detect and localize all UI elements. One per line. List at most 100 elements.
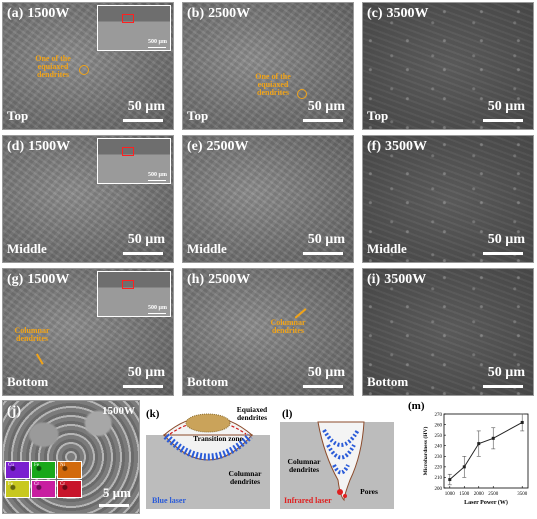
- scale-bar-label: 50 µm: [307, 232, 345, 247]
- annotation-text: One of the equiaxed dendrites: [255, 72, 291, 97]
- scale-bar: [123, 252, 163, 255]
- panel-letter: (c): [367, 6, 383, 21]
- panel-j-eds: (j) 1500W Cu Fe Ni Fe Cr Cr 5 µm: [2, 400, 140, 514]
- laser-text: Infrared laser: [284, 496, 332, 505]
- eds-map-cu: Cu: [5, 461, 30, 479]
- scale-bar-label: 50 µm: [487, 232, 525, 247]
- element-label: Fe: [8, 482, 13, 487]
- annotation-text: Columnar dendrites: [270, 318, 306, 335]
- sem-panel: (d) 1500W Middle 50 µm 500 µm: [2, 135, 174, 263]
- panel-letter: (g): [7, 272, 24, 287]
- panel-label: (l): [282, 408, 293, 420]
- inset-scale-label: 500 µm: [148, 172, 167, 178]
- x-tick-label: 1500: [459, 492, 470, 497]
- scale-bar: [303, 252, 343, 255]
- panel-label: (m): [408, 400, 425, 412]
- sem-panel: (b) 2500W Top 50 µm One of the equiaxed dend…: [182, 2, 354, 130]
- sem-panel: (i) 3500W Bottom 50 µm: [362, 268, 534, 396]
- pore: [337, 489, 343, 495]
- element-label: Fe: [34, 463, 39, 468]
- data-point: [448, 478, 452, 482]
- panel-letter: (d): [7, 139, 25, 154]
- keyhole-melt-pool: [317, 421, 365, 502]
- eds-map-ni: Ni: [57, 461, 82, 479]
- sem-panel: (c) 3500W Top 50 µm: [362, 2, 534, 130]
- scale-bar-label: 50 µm: [307, 99, 345, 114]
- columnar-text: Columnar dendrites: [228, 469, 262, 486]
- panel-label: (b) 2500W: [187, 6, 250, 22]
- eds-map-cr: Cr: [31, 480, 56, 498]
- annotation-text: Columnar dendrites: [14, 326, 50, 343]
- element-label: Cu: [8, 463, 14, 468]
- sem-panel: (e) 2500W Middle 50 µm: [182, 135, 354, 263]
- scale-bar-label: 50 µm: [307, 365, 345, 380]
- y-tick-label: 200: [435, 487, 443, 492]
- panel-label: (k): [146, 408, 160, 420]
- data-point: [477, 442, 481, 446]
- position-label: Top: [187, 108, 209, 123]
- inset-scale-label: 500 µm: [148, 305, 167, 311]
- power-label: 1500W: [28, 139, 71, 154]
- power-label: 2500W: [208, 272, 251, 287]
- x-tick-label: 2000: [474, 492, 485, 497]
- x-tick-label: 1000: [445, 492, 456, 497]
- annotation-arrow: [294, 308, 307, 319]
- panel-letter: (a): [7, 6, 24, 21]
- power-label: 3500W: [385, 139, 427, 154]
- annotation-circle: [79, 65, 89, 75]
- position-label: Middle: [187, 241, 227, 256]
- y-tick-label: 230: [435, 455, 443, 460]
- element-label: Ni: [60, 463, 65, 468]
- scale-bar: [483, 119, 523, 122]
- scale-bar-label: 5 µm: [102, 485, 131, 500]
- sem-panel: (f) 3500W Middle 50 µm: [362, 135, 534, 263]
- overview-inset: 500 µm: [97, 5, 171, 51]
- overview-inset: 500 µm: [97, 138, 171, 184]
- power-label: 1500W: [102, 405, 135, 417]
- sem-panel: (g) 1500W Bottom 50 µm 500 µm Columnar dendri…: [2, 268, 174, 396]
- pore: [343, 494, 347, 498]
- equiaxed-text: Equiaxed dendrites: [236, 405, 268, 422]
- y-tick-label: 260: [435, 423, 443, 428]
- panel-label: (d) 1500W: [7, 139, 70, 155]
- inset-scale-label: 500 µm: [148, 39, 167, 45]
- panel-label: (h) 2500W: [187, 272, 250, 288]
- scale-bar: [483, 252, 523, 255]
- overview-inset: 500 µm: [97, 271, 171, 317]
- position-label: Middle: [367, 241, 407, 256]
- position-label: Top: [367, 108, 389, 123]
- panel-k-blue-laser-schematic: (k) Equiaxed dendrites Transition zone C…: [144, 400, 272, 514]
- chart-svg: 200 210 220 230 240 250 260 270 1000 1500 2000 2500…: [422, 413, 529, 506]
- panel-label: (f) 3500W: [367, 139, 427, 155]
- scale-bar: [123, 385, 163, 388]
- position-label: Bottom: [7, 374, 49, 389]
- pores-text: Pores: [360, 487, 378, 496]
- scale-bar: [123, 119, 163, 122]
- equiaxed-region: [185, 413, 231, 433]
- position-label: Middle: [7, 241, 47, 256]
- inset-scale-bar: [148, 179, 166, 181]
- power-label: 1500W: [27, 272, 70, 287]
- panel-letter: (h): [187, 272, 205, 287]
- annotation-circle: [297, 89, 307, 99]
- y-axis-label: Microhardness (HV): [422, 427, 429, 476]
- scale-bar: [303, 119, 343, 122]
- position-label: Bottom: [367, 374, 409, 389]
- columnar-region: [163, 433, 253, 461]
- panel-label: (g) 1500W: [7, 272, 69, 288]
- scale-bar-label: 50 µm: [127, 99, 165, 114]
- scale-bar-label: 50 µm: [487, 99, 525, 114]
- power-label: 2500W: [206, 139, 249, 154]
- sem-panel: (h) 2500W Bottom 50 µm Columnar dendrites: [182, 268, 354, 396]
- panel-label: (j): [7, 404, 21, 419]
- panel-label: (e) 2500W: [187, 139, 249, 155]
- element-label: Cr: [34, 482, 39, 487]
- data-point: [462, 465, 466, 469]
- power-label: 1500W: [27, 6, 70, 21]
- eds-map-fe: Fe: [31, 461, 56, 479]
- scale-bar-label: 50 µm: [127, 232, 165, 247]
- transition-text: Transition zone: [193, 434, 243, 443]
- series-line: [449, 422, 523, 480]
- infrared-laser-melt-pool-svg: [280, 421, 394, 509]
- annotation-arrow: [36, 353, 44, 365]
